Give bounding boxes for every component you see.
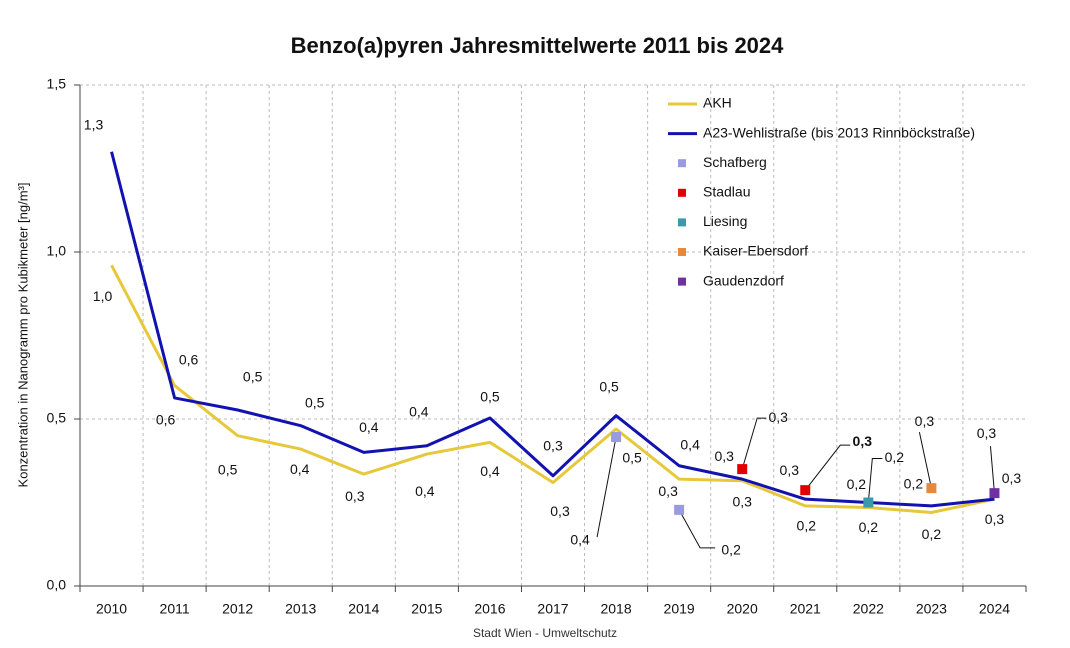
x-tick-label: 2017 [537,601,568,617]
marker [737,464,748,475]
data-label: 1,0 [93,288,113,304]
x-tick-label: 2020 [727,601,758,617]
data-label: 0,2 [847,476,867,492]
series-line [110,151,995,508]
data-label: 0,3 [1002,470,1022,486]
x-tick-label: 2024 [979,601,1010,617]
legend-swatch [678,218,686,227]
data-label: 0,3 [732,493,752,509]
marker [989,488,1000,499]
x-tick-label: 2015 [411,601,442,617]
data-label: 0,4 [680,436,700,452]
x-tick-label: 2016 [474,601,505,617]
marker [674,504,685,515]
leader-line [804,444,851,491]
leader-line [989,446,995,494]
chart-title: Benzo(a)pyren Jahresmittelwerte 2011 bis… [291,33,785,58]
data-label: 0,4 [570,532,590,548]
x-tick-label: 2014 [348,601,379,617]
legend-label: Stadlau [703,184,750,200]
marker [863,497,874,508]
data-label: 0,3 [550,503,570,519]
data-label: 0,2 [885,449,905,465]
leader-line [867,458,883,503]
legend-swatch [678,159,686,168]
data-label: 0,2 [904,476,924,492]
data-label: 0,2 [797,518,817,534]
data-label: 0,4 [290,461,310,477]
data-label: 0,3 [780,462,800,478]
x-tick-label: 2012 [222,601,253,617]
data-label: 0,4 [409,403,429,419]
data-label: 0,3 [768,409,788,425]
marker [926,483,937,494]
legend-label: Kaiser-Ebersdorf [703,243,808,259]
legend-label: Liesing [703,213,747,229]
data-label: 0,3 [977,425,997,441]
legend-swatch [678,188,686,197]
data-label: 0,4 [480,463,500,479]
data-label: 0,2 [859,519,879,535]
data-label: 0,5 [599,378,619,394]
data-label: 0,5 [305,394,325,410]
leader-line [678,509,716,549]
data-label: 0,5 [218,461,238,477]
data-label: 0,3 [543,437,563,453]
x-tick-label: 2018 [600,601,631,617]
legend-swatch [678,277,686,286]
data-label: 0,5 [480,389,500,405]
x-tick-label: 2019 [664,601,695,617]
legend-label: AKH [703,95,732,111]
marker [800,485,811,496]
leader-line [918,432,932,489]
data-label: 1,3 [84,117,104,133]
y-axis-label: Konzentration in Nanogramm pro Kubikmete… [15,183,30,488]
legend-label: A23-Wehlistraße (bis 2013 Rinnböckstraße… [703,124,975,140]
source: Stadt Wien - Umweltschutz [473,626,617,640]
series-line [110,264,995,515]
y-tick-label: 1,0 [47,243,67,259]
x-tick-label: 2010 [96,601,127,617]
data-label: 0,2 [721,542,741,558]
data-label: 0,4 [415,483,435,499]
leader-line [596,436,617,538]
x-tick-label: 2011 [160,601,190,617]
y-tick-label: 1,5 [47,76,67,92]
legend-label: Gaudenzdorf [703,272,784,288]
legend-swatch [678,248,686,256]
data-label: 0,3 [345,488,365,504]
x-tick-label: 2013 [285,601,316,617]
data-label: 0,3 [915,413,935,429]
data-label: 0,5 [243,369,263,385]
x-tick-label: 2022 [853,601,884,617]
data-label: 0,3 [714,448,734,464]
x-tick-label: 2023 [916,601,947,617]
y-tick-label: 0,0 [47,577,67,593]
data-label: 0,5 [622,450,642,466]
data-label: 0,3 [658,483,678,499]
x-tick-label: 2021 [790,601,821,617]
marker [611,432,622,443]
y-tick-label: 0,5 [47,410,67,426]
data-label: 0,2 [922,526,942,542]
data-label: 0,4 [359,419,379,435]
data-label: 0,6 [156,411,176,427]
data-label: 0,3 [985,511,1005,527]
data-label: 0,3 [853,433,873,449]
data-label: 0,6 [179,352,199,368]
leader-line [741,417,767,470]
legend-label: Schafberg [703,154,767,170]
